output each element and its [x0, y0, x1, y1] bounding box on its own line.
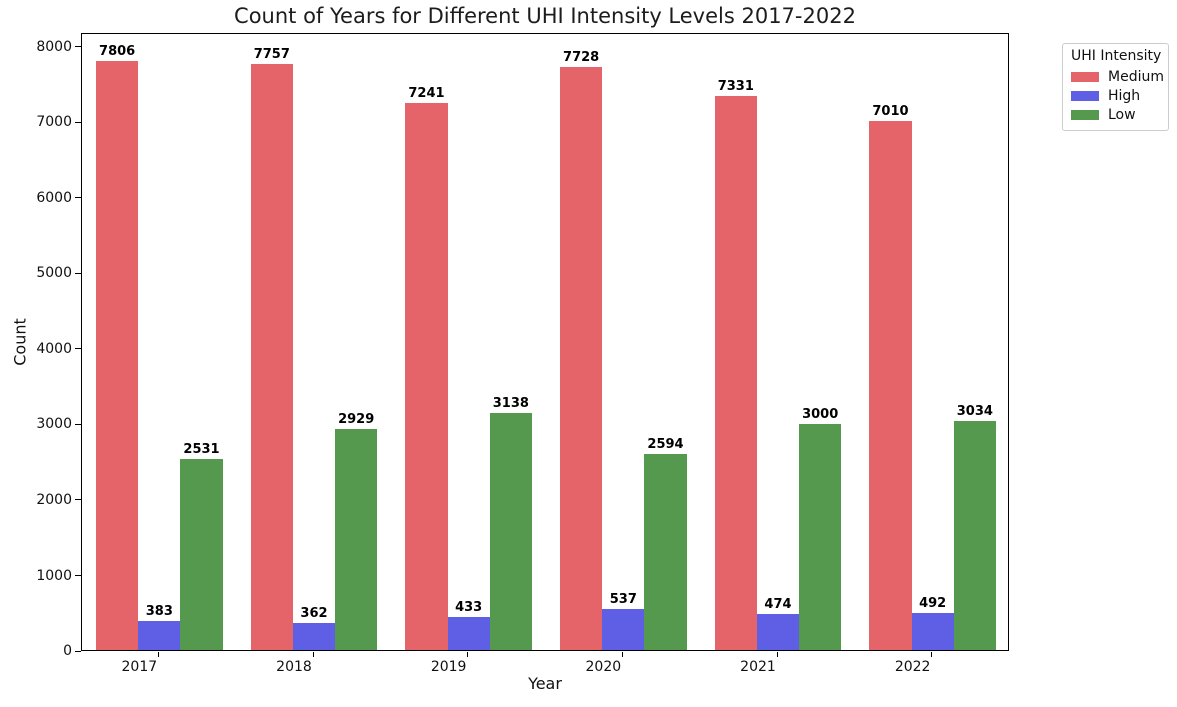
- bar: [180, 458, 223, 650]
- bar: [644, 454, 687, 650]
- bar-value-label: 474: [764, 597, 792, 613]
- x-tick-label: 2021: [740, 659, 776, 675]
- bar: [799, 423, 842, 650]
- bar: [447, 617, 490, 650]
- bar: [250, 64, 293, 650]
- bar: [405, 103, 448, 650]
- x-tick-mark: [776, 652, 778, 657]
- legend: UHI Intensity Medium High Low: [1062, 43, 1169, 131]
- bar: [560, 66, 603, 650]
- x-axis-label: Year: [528, 674, 562, 693]
- legend-item-label: Low: [1108, 106, 1136, 123]
- x-tick-mark: [621, 652, 623, 657]
- bar: [953, 420, 996, 650]
- bar-value-label: 537: [609, 592, 637, 608]
- legend-items: Medium High Low: [1071, 67, 1164, 124]
- y-tick-mark: [75, 499, 81, 501]
- bar-value-label: 492: [919, 595, 947, 611]
- y-tick-mark: [75, 575, 81, 576]
- plot-area: 7806 383 2531 7757 362 2929 7241 433 3138 7728 537…: [81, 33, 1009, 651]
- x-tick-label: 2017: [121, 659, 158, 675]
- y-tick-label: 6000: [36, 189, 72, 206]
- bar-value-label: 7010: [872, 103, 909, 119]
- bar: [756, 614, 800, 650]
- bar-value-label: 3000: [802, 406, 839, 422]
- chart-title: Count of Years for Different UHI Intensi…: [234, 4, 856, 28]
- bar-value-label: 383: [145, 604, 173, 620]
- bar: [292, 622, 336, 650]
- x-tick-mark: [157, 652, 159, 657]
- bar-value-label: 7728: [563, 49, 600, 65]
- bar-value-label: 362: [300, 605, 328, 621]
- y-tick-label: 1000: [36, 567, 72, 584]
- bar: [869, 120, 912, 650]
- legend-item-label: Medium: [1108, 68, 1164, 85]
- bar-value-label: 7757: [253, 47, 290, 63]
- x-tick-mark: [467, 652, 469, 657]
- bar: [96, 60, 139, 650]
- legend-item-label: High: [1108, 87, 1141, 104]
- x-tick-label: 2020: [585, 659, 622, 675]
- x-tick-label: 2022: [894, 659, 931, 675]
- bar-value-label: 2929: [338, 411, 375, 427]
- x-tick-mark: [312, 652, 314, 657]
- y-tick-label: 8000: [36, 38, 72, 55]
- y-tick-label: 7000: [36, 114, 72, 131]
- bar-value-label: 3138: [492, 396, 529, 412]
- legend-item: Medium: [1071, 67, 1164, 86]
- legend-item: Low: [1071, 105, 1160, 124]
- bar-value-label: 7331: [717, 79, 754, 95]
- y-tick-mark: [75, 423, 81, 425]
- y-tick-mark: [75, 197, 81, 199]
- x-tick-label: 2019: [430, 659, 467, 675]
- bar-value-label: 3034: [956, 403, 993, 419]
- bar: [602, 609, 645, 650]
- bar-value-label: 2531: [183, 441, 220, 457]
- y-tick-mark: [75, 650, 81, 652]
- legend-color-swatch: [1071, 109, 1099, 120]
- y-tick-label: 3000: [36, 416, 72, 433]
- bar-value-label: 7241: [408, 86, 445, 102]
- x-tick-mark: [931, 652, 933, 657]
- bar-value-label: 2594: [647, 437, 684, 453]
- bar: [335, 428, 378, 650]
- y-tick-label: 2000: [36, 491, 72, 508]
- bar: [489, 413, 532, 650]
- y-tick-mark: [75, 348, 81, 350]
- y-tick-label: 0: [63, 643, 72, 659]
- legend-title: UHI Intensity: [1071, 48, 1162, 64]
- bar: [714, 96, 757, 650]
- y-tick-mark: [75, 121, 81, 123]
- y-tick-label: 5000: [36, 265, 72, 282]
- bar: [138, 621, 181, 650]
- x-tick-label: 2018: [276, 659, 312, 675]
- legend-color-swatch: [1071, 90, 1099, 101]
- y-tick-mark: [75, 46, 81, 48]
- bar: [911, 612, 954, 650]
- y-tick-label: 4000: [36, 340, 72, 357]
- bar-value-label: 7806: [99, 43, 136, 59]
- y-tick-mark: [75, 272, 81, 274]
- legend-item: High: [1071, 86, 1160, 105]
- bar-value-label: 433: [455, 600, 483, 616]
- legend-color-swatch: [1071, 71, 1099, 82]
